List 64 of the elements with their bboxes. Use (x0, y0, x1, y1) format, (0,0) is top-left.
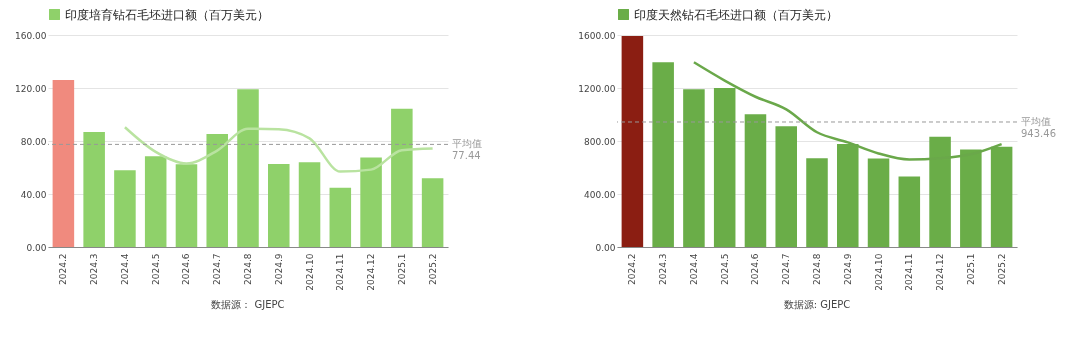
ref-line-label: 平均值 943.46 (1021, 115, 1056, 139)
ref-line-label: 平均值 77.44 (452, 138, 482, 162)
legend-label: 印度天然钻石毛坯进口额（百万美元） (634, 7, 838, 22)
bar (775, 126, 797, 247)
x-tick-label: 2024.2 (58, 253, 69, 285)
x-tick-label: 2024.4 (119, 253, 130, 285)
x-tick-label: 2024.2 (627, 253, 638, 285)
x-tick-label: 2024.8 (812, 253, 822, 285)
x-tick-label: 2024.11 (335, 253, 346, 291)
y-tick-label: 1600.00 (578, 30, 616, 41)
x-tick-label: 2024.7 (212, 253, 223, 285)
bar (806, 158, 828, 247)
y-tick-label: 120.00 (15, 83, 47, 94)
y-tick-label: 1200.00 (578, 83, 616, 94)
y-tick-label: 80.00 (20, 136, 47, 147)
x-tick-label: 2024.10 (873, 253, 884, 291)
y-tick-label: 800.00 (584, 136, 616, 147)
legend-label: 印度培育钻石毛坯进口额（百万美元） (65, 7, 269, 22)
x-tick-label: 2024.9 (842, 253, 853, 285)
bar (268, 163, 290, 247)
x-tick-label: 2024.7 (781, 253, 792, 285)
x-tick-label: 2025.1 (396, 253, 407, 285)
bar (83, 131, 105, 247)
x-tick-label: 2024.10 (304, 253, 315, 291)
x-tick-label: 2024.12 (366, 253, 377, 291)
bar (898, 176, 921, 247)
x-tick-label: 2024.4 (688, 253, 699, 285)
y-tick-label: 40.00 (20, 189, 47, 200)
x-tick-label: 2024.9 (273, 253, 284, 285)
x-tick-label: 2024.8 (243, 253, 253, 285)
bar (867, 158, 890, 247)
bar (114, 170, 136, 247)
x-tick-label: 2024.12 (935, 253, 946, 291)
x-tick-label: 2024.5 (719, 253, 730, 285)
bar (237, 89, 259, 247)
x-tick-label: 2024.6 (181, 253, 192, 285)
text: 数据源： GJEPC (211, 299, 285, 310)
bar (621, 36, 644, 247)
y-tick-label: 400.00 (584, 189, 616, 200)
bar (144, 156, 167, 247)
line-series (123, 125, 434, 173)
x-tick-label: 2025.1 (965, 253, 976, 285)
bar (652, 62, 674, 247)
text: 数据源: GJEPC (783, 299, 851, 310)
x-tick-label: 2025.2 (996, 253, 1007, 285)
bar (360, 157, 382, 247)
x-tick-label: 2024.3 (89, 253, 100, 285)
bar (421, 178, 444, 247)
bar (329, 187, 352, 247)
x-tick-label: 2024.3 (658, 253, 669, 285)
y-tick-label: 0.00 (595, 242, 616, 253)
bar (683, 89, 705, 247)
y-tick-label: 0.00 (26, 242, 47, 253)
y-tick-label: 160.00 (15, 30, 47, 41)
x-tick-label: 2024.11 (904, 253, 915, 291)
bar (52, 80, 75, 247)
x-tick-label: 2025.2 (427, 253, 438, 285)
bar (391, 108, 413, 247)
bar (175, 164, 198, 247)
x-tick-label: 2024.5 (150, 253, 161, 285)
x-tick-label: 2024.6 (750, 253, 761, 285)
bar (298, 162, 321, 247)
bar (206, 133, 228, 247)
bar (744, 114, 767, 247)
